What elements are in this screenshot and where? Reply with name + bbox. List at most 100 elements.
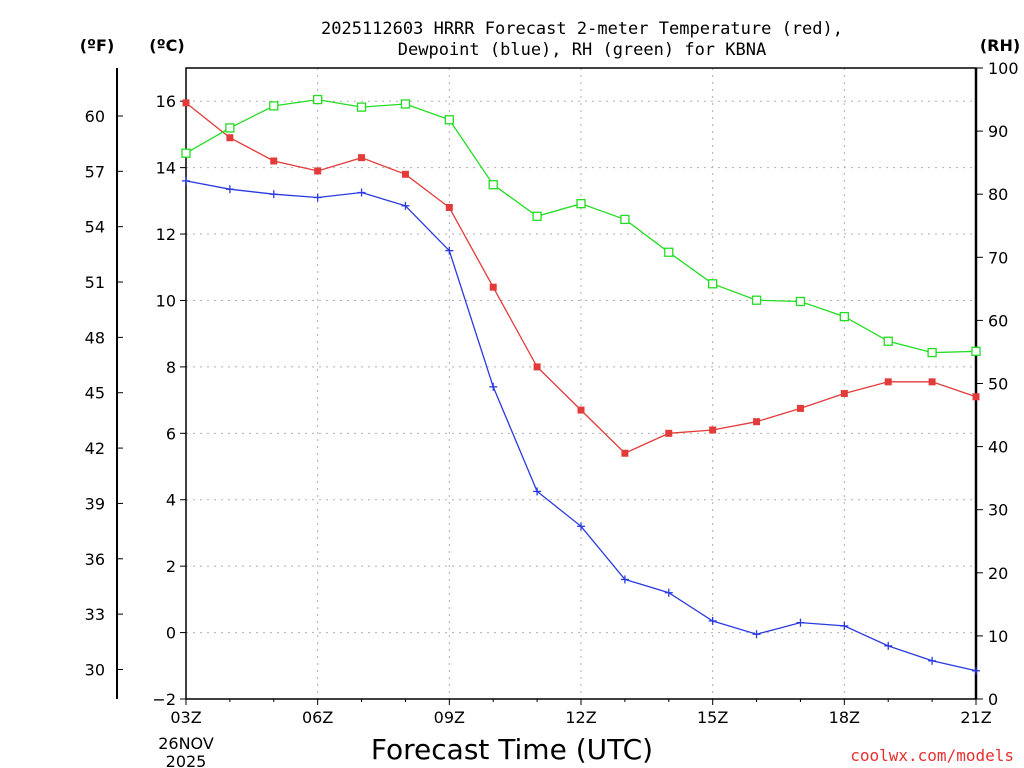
dewpoint-point: [225, 185, 234, 194]
series-group: [181, 94, 981, 675]
temperature-point: [226, 134, 234, 142]
rh-tick-label: 30: [988, 501, 1008, 520]
rh-point: [181, 148, 191, 158]
temperature-point: [314, 167, 322, 175]
celsius-tick-label: 4: [166, 491, 176, 510]
rh-tick-label: 10: [988, 627, 1008, 646]
rh-point: [356, 102, 367, 112]
rh-point: [269, 101, 279, 111]
rh-point: [839, 311, 849, 322]
temperature-point: [270, 157, 278, 165]
rh-point: [225, 123, 235, 133]
rh-point: [532, 211, 542, 221]
rh-point: [576, 199, 586, 209]
rh-series: [181, 94, 981, 358]
x-tick-label: 21Z: [960, 708, 991, 727]
temperature-series: [182, 99, 980, 457]
temperature-point: [796, 404, 804, 412]
celsius-tick-label: 12: [156, 225, 176, 244]
dewpoint-point: [313, 193, 322, 202]
fahrenheit-tick-label: 48: [85, 328, 105, 347]
fahrenheit-tick-label: 60: [85, 107, 105, 126]
fahrenheit-tick-label: 51: [85, 273, 105, 292]
rh-tick-label: 70: [988, 248, 1008, 267]
rh-tick-label: 60: [988, 311, 1008, 330]
dewpoint-point: [182, 176, 190, 185]
fahrenheit-tick-label: 33: [85, 605, 105, 624]
temperature-point: [621, 449, 629, 457]
x-tick-label: 09Z: [434, 708, 465, 727]
dewpoint-point: [489, 382, 498, 391]
rh-tick-label: 90: [988, 122, 1008, 141]
date-label-year: 2025: [166, 752, 207, 768]
temperature-point: [358, 154, 366, 162]
dewpoint-point: [928, 656, 937, 665]
celsius-tick-label: 2: [166, 557, 176, 576]
dewpoint-point: [357, 188, 366, 197]
celsius-tick-label: 6: [166, 424, 176, 443]
fahrenheit-tick-label: 42: [85, 439, 105, 458]
rh-point: [400, 99, 411, 109]
x-tick-label: 15Z: [697, 708, 728, 727]
temperature-point: [928, 378, 936, 386]
celsius-unit-label: (ºC): [149, 36, 184, 55]
rh-point: [313, 94, 323, 105]
dewpoint-point: [269, 190, 278, 199]
rh-point: [751, 295, 762, 305]
x-axis-title: Forecast Time (UTC): [371, 733, 653, 766]
temperature-point: [577, 406, 585, 414]
temperature-point: [840, 389, 848, 397]
rh-unit-label: (RH): [980, 36, 1020, 55]
temperature-point: [884, 378, 892, 386]
rh-point: [620, 214, 630, 225]
rh-tick-label: 0: [988, 690, 998, 709]
dewpoint-point: [840, 621, 849, 630]
x-tick-label: 06Z: [302, 708, 333, 727]
chart-title-line1: 2025112603 HRRR Forecast 2-meter Tempera…: [321, 19, 843, 39]
temperature-point: [709, 426, 717, 434]
chart-title-line2: Dewpoint (blue), RH (green) for KBNA: [398, 40, 766, 60]
rh-point: [708, 279, 718, 289]
fahrenheit-tick-label: 54: [85, 218, 105, 237]
temperature-point: [665, 429, 673, 437]
rh-tick-label: 80: [988, 185, 1008, 204]
temperature-point: [753, 418, 761, 426]
dewpoint-point: [664, 588, 673, 597]
temperature-point: [972, 393, 980, 401]
dewpoint-point: [708, 616, 717, 625]
temperature-point: [401, 170, 409, 178]
celsius-tick-label: 16: [156, 92, 176, 111]
celsius-tick-label: 8: [166, 358, 176, 377]
axes: 03Z 06Z 09Z 12Z 15Z 18Z 21Z −2 0 2 4 6 8 10 12 14 16 30 33…: [85, 59, 1019, 727]
fahrenheit-tick-label: 30: [85, 660, 105, 679]
celsius-tick-label: 14: [156, 159, 176, 178]
x-tick-label: 03Z: [170, 708, 201, 727]
rh-point: [927, 347, 937, 358]
fahrenheit-tick-label: 45: [85, 384, 105, 403]
fahrenheit-tick-label: 36: [85, 550, 105, 569]
celsius-tick-label: −2: [152, 690, 176, 709]
x-tick-label: 12Z: [565, 708, 596, 727]
dewpoint-point: [577, 522, 585, 531]
temperature-point: [182, 99, 190, 107]
dewpoint-point: [445, 246, 454, 255]
rh-point: [795, 296, 806, 307]
dewpoint-point: [620, 575, 629, 584]
dewpoint-point: [972, 666, 980, 675]
dewpoint-point: [533, 487, 542, 496]
rh-point: [971, 346, 981, 356]
dewpoint-series: [182, 176, 980, 675]
temperature-point: [445, 203, 453, 211]
dewpoint-point: [401, 201, 410, 210]
credit-text[interactable]: coolwx.com/models: [850, 746, 1014, 765]
fahrenheit-tick-label: 57: [85, 162, 105, 181]
grid-lines: [186, 68, 976, 699]
rh-point: [444, 115, 454, 125]
celsius-tick-label: 0: [166, 624, 176, 643]
rh-point: [488, 180, 498, 190]
rh-point: [883, 336, 893, 346]
rh-tick-label: 100: [988, 59, 1019, 78]
dewpoint-point: [752, 630, 761, 639]
temperature-point: [489, 283, 497, 291]
date-label-day: 26NOV: [158, 734, 214, 753]
